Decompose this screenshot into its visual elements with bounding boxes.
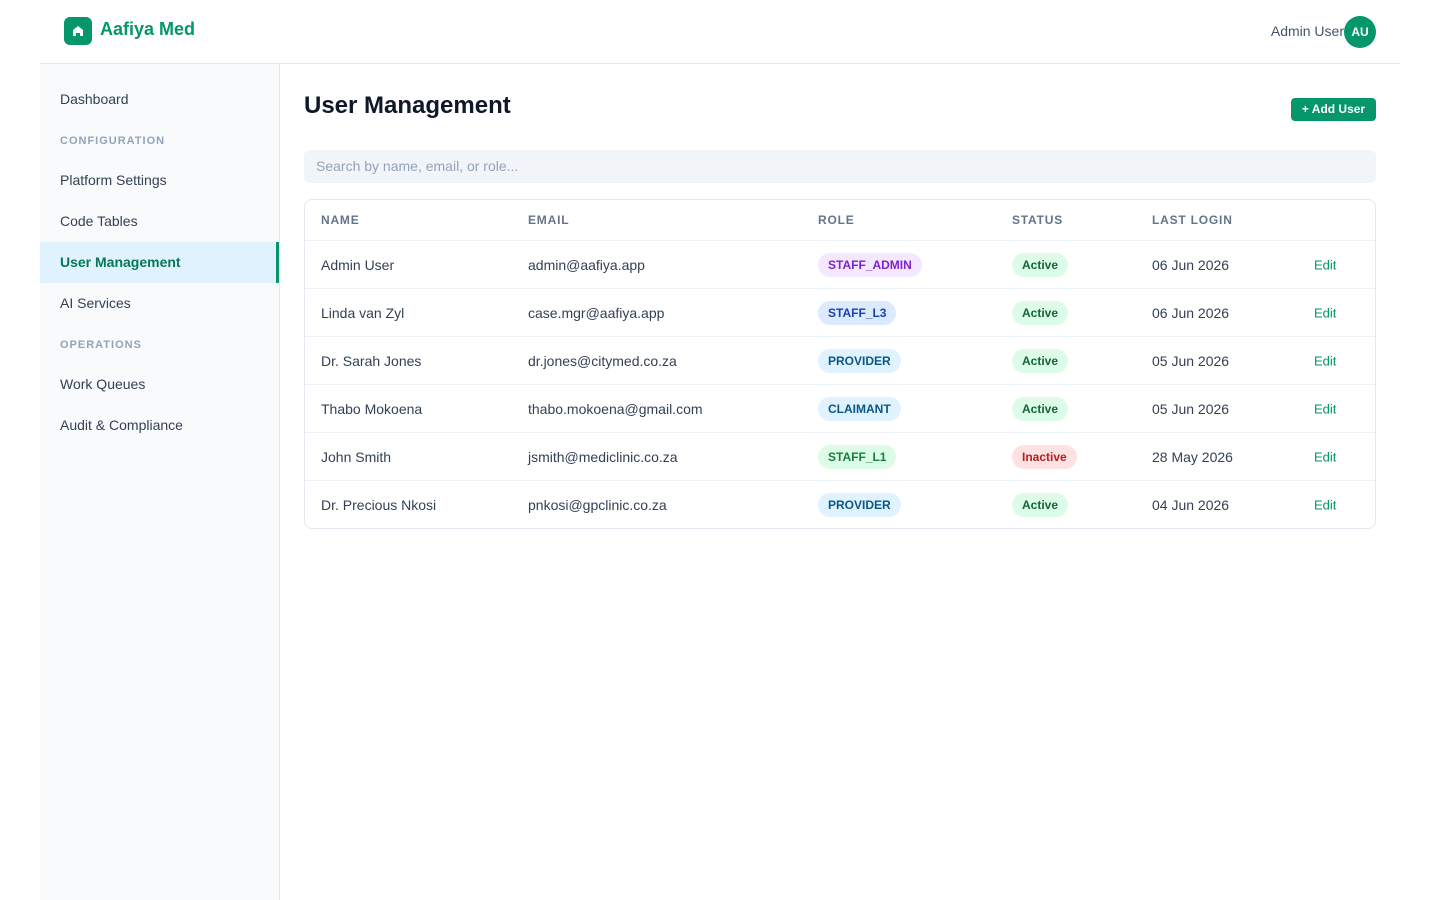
user-email: case.mgr@aafiya.app bbox=[528, 304, 665, 321]
user-email: thabo.mokoena@gmail.com bbox=[528, 400, 703, 417]
edit-link[interactable]: Edit bbox=[1314, 305, 1337, 320]
edit-link[interactable]: Edit bbox=[1314, 497, 1337, 512]
brand: Aafiya Med bbox=[100, 19, 196, 39]
table-row: John Smith jsmith@mediclinic.co.za STAFF_L… bbox=[305, 432, 1375, 480]
nav-item[interactable]: Platform Settings bbox=[60, 172, 167, 188]
nav-item[interactable]: AI Services bbox=[60, 295, 131, 311]
user-table: NAME EMAIL ROLE STATUS LAST LOGIN Admin User a… bbox=[304, 199, 1376, 529]
column-header: EMAIL bbox=[528, 213, 570, 227]
user-name: Admin User bbox=[1270, 23, 1344, 39]
last-login: 05 Jun 2026 bbox=[1152, 352, 1230, 369]
role-badge: PROVIDER bbox=[818, 348, 901, 373]
table-row: Thabo Mokoena thabo.mokoena@gmail.com CLAI… bbox=[305, 384, 1375, 432]
nav-item[interactable]: User Management bbox=[40, 242, 279, 283]
status-badge: Inactive bbox=[1012, 444, 1077, 469]
table-row: Dr. Precious Nkosi pnkosi@gpclinic.co.za P… bbox=[305, 480, 1375, 528]
user-email: admin@aafiya.app bbox=[528, 256, 645, 273]
edit-link[interactable]: Edit bbox=[1314, 257, 1337, 272]
role-badge: STAFF_ADMIN bbox=[818, 252, 922, 277]
user-name: Dr. Sarah Jones bbox=[321, 352, 422, 369]
nav-item[interactable]: Work Queues bbox=[60, 376, 146, 392]
edit-link[interactable]: Edit bbox=[1314, 353, 1337, 368]
status-badge: Active bbox=[1012, 300, 1069, 325]
column-header: ROLE bbox=[818, 213, 855, 227]
user-name: Linda van Zyl bbox=[321, 304, 405, 321]
edit-link[interactable]: Edit bbox=[1314, 401, 1337, 416]
nav-item[interactable]: Dashboard bbox=[60, 91, 129, 107]
section-label: OPERATIONS bbox=[60, 339, 142, 351]
role-badge: PROVIDER bbox=[818, 492, 901, 517]
table-header: NAME EMAIL ROLE STATUS LAST LOGIN bbox=[305, 200, 1375, 240]
logo-icon bbox=[64, 17, 92, 45]
status-badge: Active bbox=[1012, 492, 1069, 517]
table-row: Dr. Sarah Jones dr.jones@citymed.co.za PRO… bbox=[305, 336, 1375, 384]
nav-item[interactable]: Code Tables bbox=[60, 213, 138, 229]
sidebar: Dashboard CONFIGURATION Platform Settings C… bbox=[40, 64, 280, 900]
status-badge: Active bbox=[1012, 348, 1069, 373]
user-name: John Smith bbox=[321, 448, 392, 465]
top-bar: Aafiya Med Admin User AU bbox=[40, 0, 1400, 64]
column-header: NAME bbox=[321, 213, 360, 227]
user-name: Admin User bbox=[321, 256, 395, 273]
table-row: Linda van Zyl case.mgr@aafiya.app STAFF_L3… bbox=[305, 288, 1375, 336]
column-header: STATUS bbox=[1012, 213, 1064, 227]
user-name: Dr. Precious Nkosi bbox=[321, 496, 437, 513]
user-email: dr.jones@citymed.co.za bbox=[528, 352, 677, 369]
column-header: LAST LOGIN bbox=[1152, 213, 1233, 227]
role-badge: STAFF_L1 bbox=[818, 444, 897, 469]
last-login: 28 May 2026 bbox=[1152, 448, 1233, 465]
page-title: User Management bbox=[304, 92, 511, 119]
add-user-button[interactable]: + Add User bbox=[1291, 98, 1376, 121]
role-badge: STAFF_L3 bbox=[818, 300, 897, 325]
table-row: Admin User admin@aafiya.app STAFF_ADMIN Act… bbox=[305, 240, 1375, 288]
last-login: 06 Jun 2026 bbox=[1152, 256, 1230, 273]
user-email: jsmith@mediclinic.co.za bbox=[528, 448, 678, 465]
status-badge: Active bbox=[1012, 252, 1069, 277]
last-login: 04 Jun 2026 bbox=[1152, 496, 1230, 513]
avatar[interactable]: AU bbox=[1344, 16, 1376, 48]
last-login: 05 Jun 2026 bbox=[1152, 400, 1230, 417]
home-icon bbox=[73, 26, 83, 36]
section-label: CONFIGURATION bbox=[60, 135, 166, 147]
search-input[interactable]: Search by name, email, or role... bbox=[304, 150, 1376, 183]
nav-item[interactable]: Audit & Compliance bbox=[60, 417, 183, 433]
last-login: 06 Jun 2026 bbox=[1152, 304, 1230, 321]
user-email: pnkosi@gpclinic.co.za bbox=[528, 496, 667, 513]
status-badge: Active bbox=[1012, 396, 1069, 421]
role-badge: CLAIMANT bbox=[818, 396, 901, 421]
user-name: Thabo Mokoena bbox=[321, 400, 423, 417]
edit-link[interactable]: Edit bbox=[1314, 449, 1337, 464]
